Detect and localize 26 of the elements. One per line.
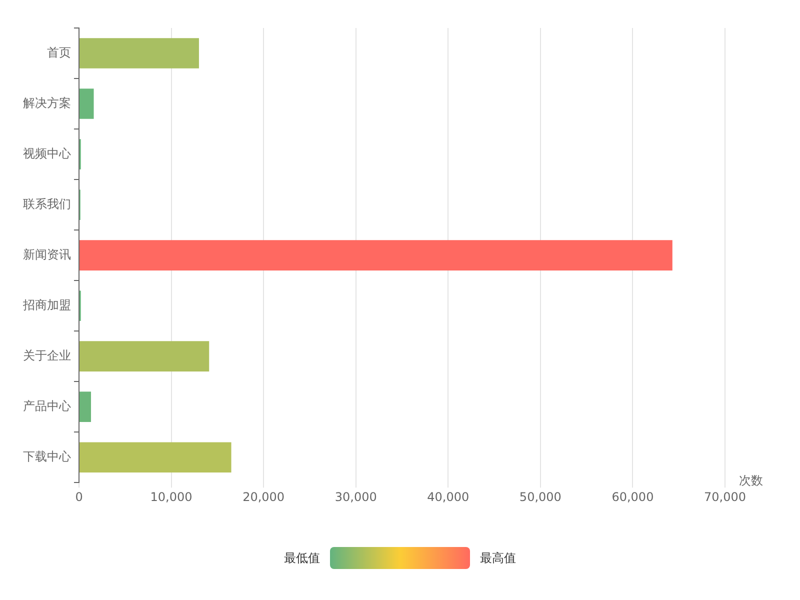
y-tick-label: 下载中心	[23, 449, 71, 464]
x-axis-title: 次数	[739, 474, 763, 488]
bar	[80, 240, 672, 270]
x-tick-label: 40,000	[427, 490, 470, 504]
x-tick-label: 30,000	[334, 490, 377, 504]
bar	[80, 442, 232, 472]
bar	[80, 341, 210, 372]
y-tick-label: 关于企业	[23, 348, 71, 362]
bar	[80, 38, 199, 68]
y-tick-label: 产品中心	[23, 398, 71, 413]
x-tick-label: 60,000	[612, 490, 654, 504]
text: 最低值	[284, 550, 320, 566]
y-tick-label: 新闻资讯	[23, 247, 71, 262]
y-tick-label: 解决方案	[23, 96, 71, 110]
bar	[80, 392, 91, 422]
x-tick-label: 70,000	[704, 490, 746, 504]
bar	[80, 88, 94, 119]
x-tick-label: 10,000	[150, 490, 192, 504]
text: 最高值	[480, 550, 516, 566]
x-tick-label: 0	[75, 490, 83, 504]
x-tick-label: 20,000	[242, 490, 285, 504]
x-tick-label: 50,000	[519, 490, 562, 504]
y-tick-label: 首页	[47, 45, 71, 60]
y-tick-label: 招商加盟	[22, 298, 71, 312]
y-tick-label: 联系我们	[23, 196, 71, 211]
y-tick-label: 视频中心	[23, 146, 71, 160]
